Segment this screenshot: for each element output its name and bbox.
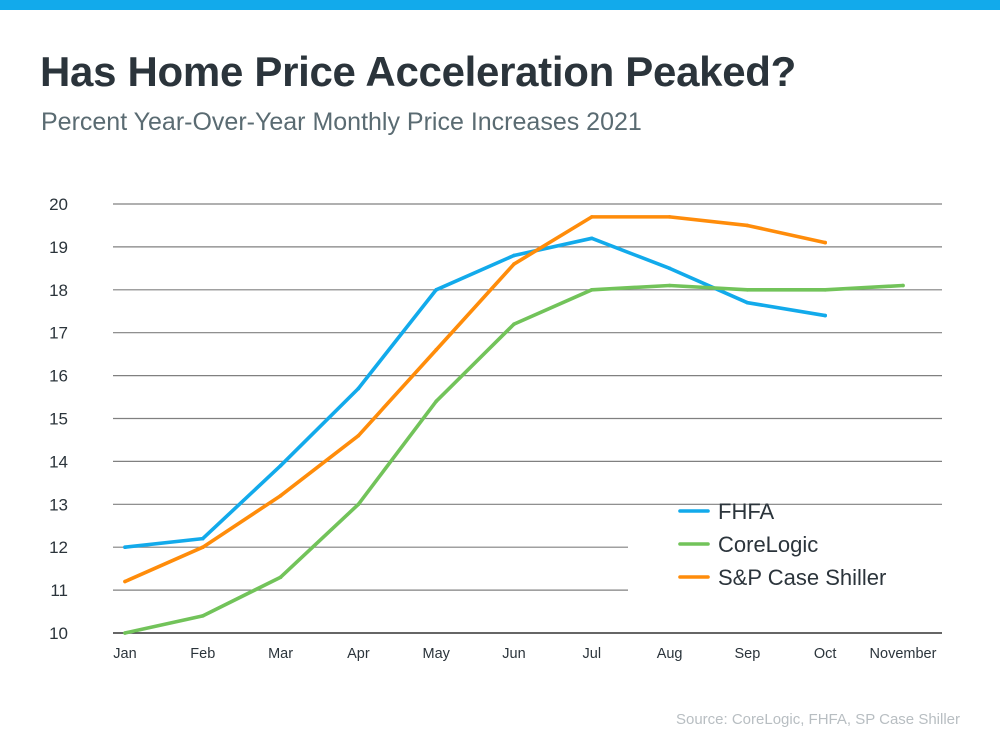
data-point xyxy=(667,283,672,288)
data-point xyxy=(123,545,127,549)
data-point xyxy=(278,493,283,498)
data-point xyxy=(590,236,594,241)
source-note: Source: CoreLogic, FHFA, SP Case Shiller xyxy=(675,711,960,728)
legend-label: CoreLogic xyxy=(718,532,818,557)
data-point xyxy=(356,386,361,391)
y-axis-ticks: 10 11 12 13 14 15 16 17 18 19 20 xyxy=(49,195,68,643)
data-point xyxy=(823,313,827,318)
data-point xyxy=(823,288,827,292)
data-point xyxy=(745,300,750,305)
x-tick-label: Jul xyxy=(583,646,602,662)
x-tick-label: Jan xyxy=(113,646,136,662)
data-point xyxy=(434,288,439,292)
data-point xyxy=(434,348,439,352)
data-point xyxy=(201,545,205,549)
x-tick-label: Jun xyxy=(502,646,525,662)
data-point xyxy=(590,288,594,292)
y-tick-label: 16 xyxy=(49,367,68,386)
top-accent-bar xyxy=(0,0,1000,10)
y-tick-label: 19 xyxy=(49,238,68,257)
data-point xyxy=(201,536,205,541)
y-tick-label: 14 xyxy=(49,452,68,471)
chart-title: Has Home Price Acceleration Peaked? xyxy=(40,48,796,95)
x-axis-ticks: Jan Feb Mar Apr May Jun Jul Aug Sep Oct November xyxy=(113,646,936,662)
gridlines xyxy=(113,203,942,634)
chart-subtitle: Percent Year-Over-Year Monthly Price Inc… xyxy=(41,108,642,136)
data-point xyxy=(590,215,594,219)
data-point xyxy=(667,266,672,271)
y-tick-label: 12 xyxy=(49,538,68,557)
data-point xyxy=(201,614,205,618)
data-point xyxy=(278,575,283,580)
data-point xyxy=(123,579,127,584)
y-tick-label: 20 xyxy=(49,195,68,214)
data-point xyxy=(512,262,516,266)
data-point xyxy=(823,240,827,245)
x-tick-label: November xyxy=(870,646,937,662)
y-tick-label: 18 xyxy=(49,281,68,300)
data-point xyxy=(512,322,516,326)
legend-label: S&P Case Shiller xyxy=(718,565,886,590)
series-line-s-p-case-shiller xyxy=(123,215,828,584)
data-point xyxy=(434,399,439,404)
y-tick-label: 17 xyxy=(49,324,68,343)
data-point xyxy=(901,283,905,288)
x-tick-label: Aug xyxy=(657,646,683,662)
data-point xyxy=(123,631,127,635)
y-tick-label: 11 xyxy=(50,581,68,600)
series-line-fhfa xyxy=(123,236,828,550)
data-point xyxy=(356,433,361,438)
x-tick-label: Oct xyxy=(814,646,837,662)
data-point xyxy=(278,463,283,468)
data-point xyxy=(356,502,361,507)
legend-label: FHFA xyxy=(718,499,775,524)
legend: FHFA CoreLogic S&P Case Shiller xyxy=(678,499,886,590)
y-tick-label: 13 xyxy=(49,495,68,514)
data-point xyxy=(745,223,750,228)
data-point xyxy=(512,253,516,258)
data-point xyxy=(745,288,750,292)
y-tick-label: 10 xyxy=(49,624,68,643)
series-lines xyxy=(123,215,905,635)
x-tick-label: May xyxy=(422,646,450,662)
x-tick-label: Feb xyxy=(190,646,215,662)
data-point xyxy=(667,215,672,219)
x-tick-label: Apr xyxy=(347,646,370,662)
x-tick-label: Mar xyxy=(268,646,293,662)
x-tick-label: Sep xyxy=(734,646,760,662)
y-tick-label: 15 xyxy=(49,410,68,429)
